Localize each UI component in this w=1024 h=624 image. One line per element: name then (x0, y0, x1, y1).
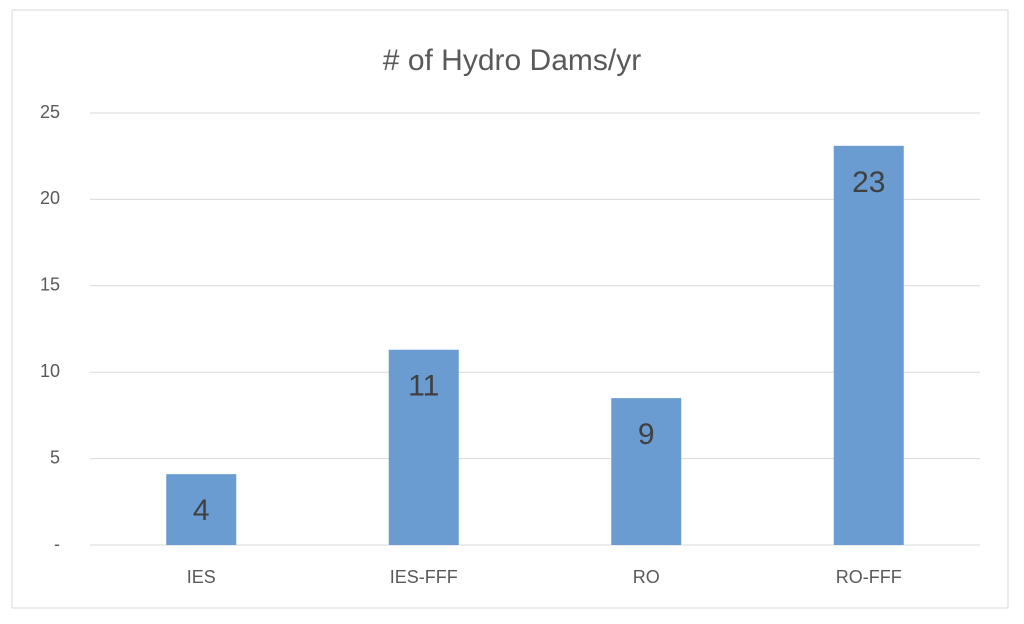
bar (388, 349, 459, 545)
x-tick-label: RO (633, 567, 660, 587)
bar (833, 145, 904, 545)
y-tick-label: 10 (40, 361, 60, 381)
data-label: 4 (193, 494, 210, 527)
data-label: 11 (408, 370, 439, 403)
x-tick-label: IES-FFF (390, 567, 458, 587)
x-tick-label: IES (187, 567, 216, 587)
x-tick-label: RO-FFF (836, 567, 902, 587)
y-tick-label: 5 (50, 447, 60, 467)
y-tick-label: - (54, 534, 60, 554)
bar (611, 398, 682, 545)
y-tick-label: 15 (40, 275, 60, 295)
data-label: 9 (638, 418, 655, 451)
chart-title: # of Hydro Dams/yr (383, 44, 641, 77)
y-tick-label: 25 (40, 102, 60, 122)
data-label: 23 (852, 166, 885, 199)
bar (166, 474, 237, 545)
y-tick-label: 20 (40, 188, 60, 208)
